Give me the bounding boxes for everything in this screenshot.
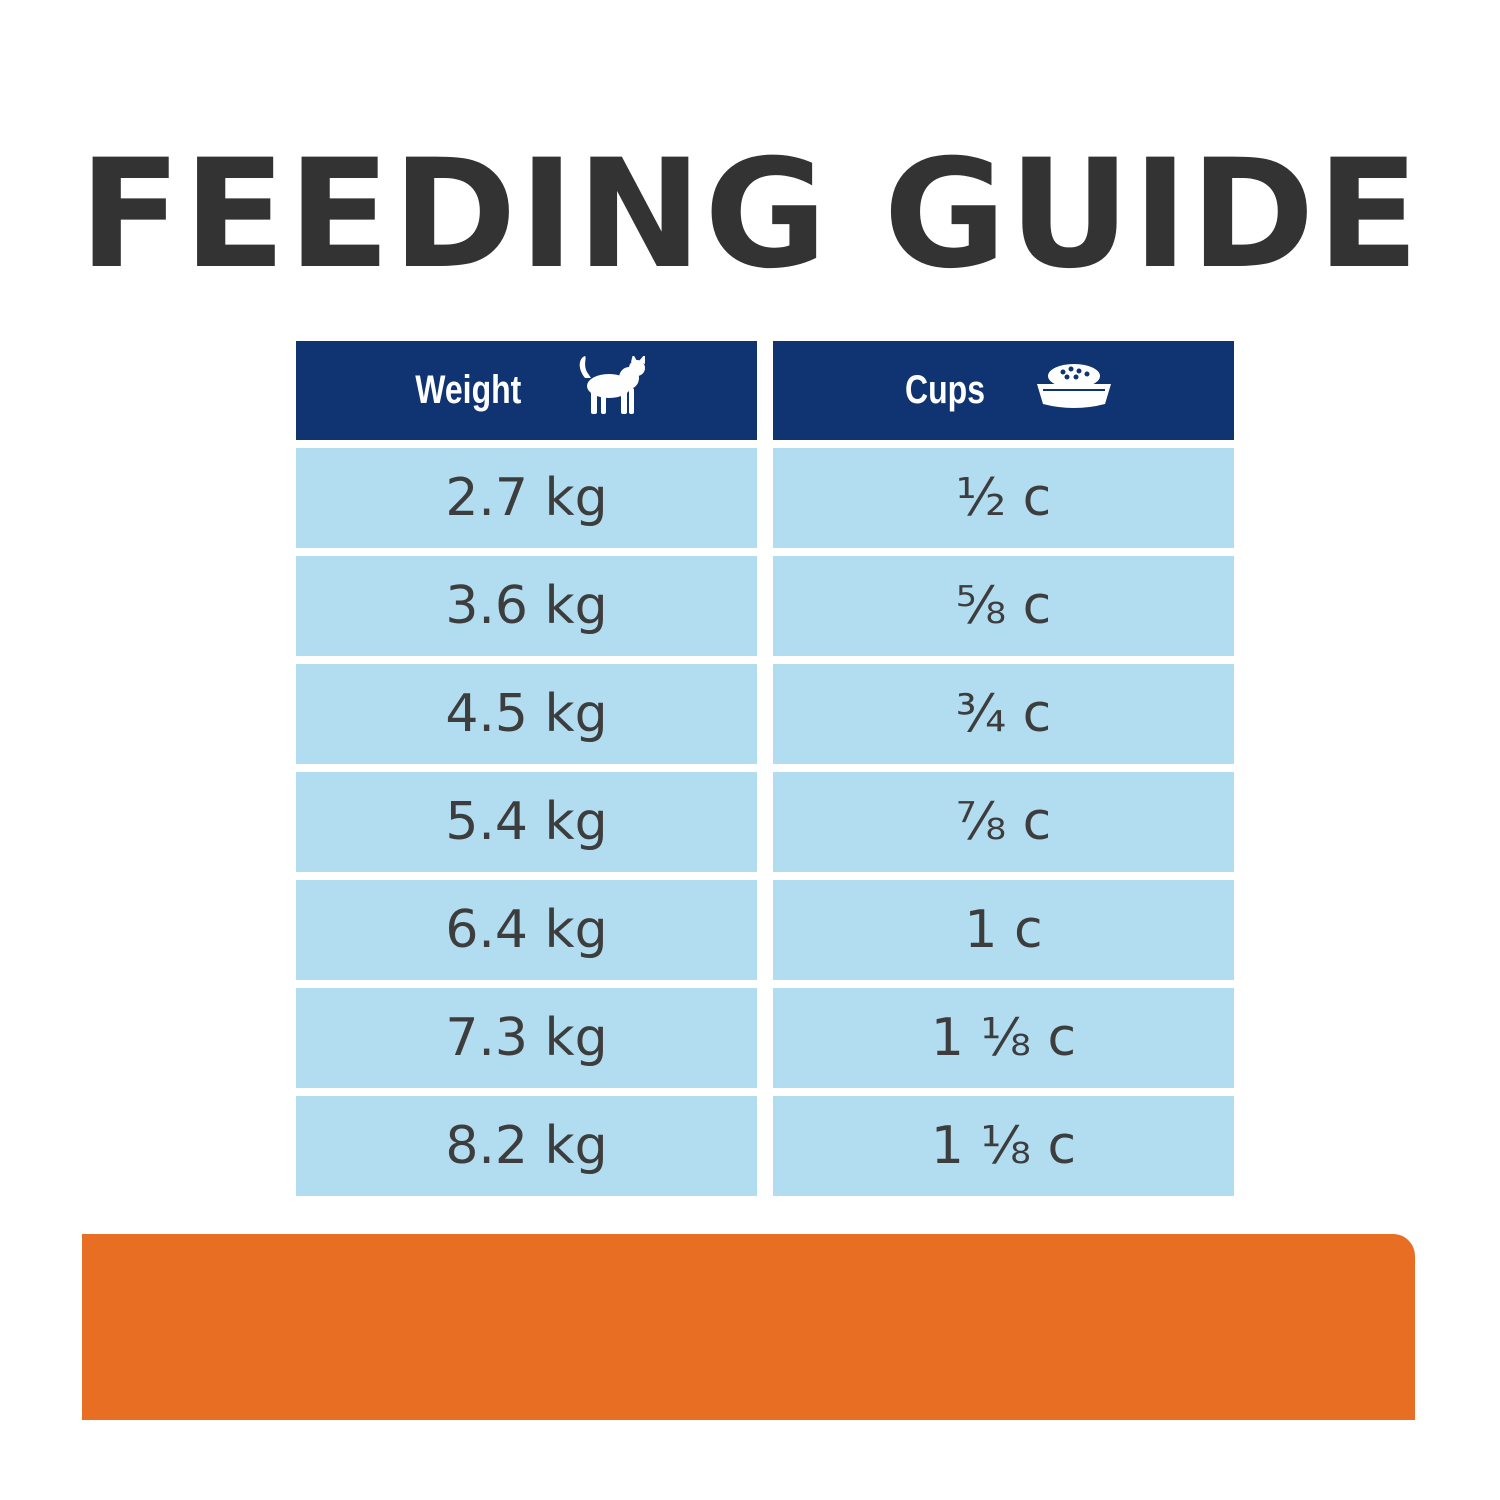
weight-header-label: Weight [415, 368, 522, 412]
table-row: 4.5 kg ¾ c [296, 664, 1234, 764]
table-row: 2.7 kg ½ c [296, 448, 1234, 548]
feeding-table: Weight [296, 341, 1234, 1196]
cups-cell: ⅞ c [773, 772, 1234, 872]
table-row: 7.3 kg 1 ⅛ c [296, 988, 1234, 1088]
weight-cell: 7.3 kg [296, 988, 757, 1088]
page-title: FEEDING GUIDE [78, 128, 1422, 302]
table-row: 6.4 kg 1 c [296, 880, 1234, 980]
cups-header-label: Cups [904, 368, 985, 412]
food-bowl-icon [1035, 362, 1113, 420]
weight-cell: 3.6 kg [296, 556, 757, 656]
accent-bar [82, 1234, 1415, 1420]
table-row: 3.6 kg ⅝ c [296, 556, 1234, 656]
weight-cell: 6.4 kg [296, 880, 757, 980]
cat-icon [575, 353, 651, 426]
table-row: 5.4 kg ⅞ c [296, 772, 1234, 872]
weight-cell: 4.5 kg [296, 664, 757, 764]
cups-cell: ½ c [773, 448, 1234, 548]
cups-cell: ⅝ c [773, 556, 1234, 656]
cups-cell: 1 c [773, 880, 1234, 980]
weight-cell: 5.4 kg [296, 772, 757, 872]
cups-column-header: Cups [773, 341, 1234, 440]
weight-cell: 2.7 kg [296, 448, 757, 548]
table-header: Weight [296, 341, 1234, 440]
cups-cell: 1 ⅛ c [773, 1096, 1234, 1196]
table-body: 2.7 kg ½ c 3.6 kg ⅝ c 4.5 kg ¾ c 5.4 kg … [296, 448, 1234, 1196]
table-row: 8.2 kg 1 ⅛ c [296, 1096, 1234, 1196]
cups-cell: 1 ⅛ c [773, 988, 1234, 1088]
weight-column-header: Weight [296, 341, 757, 440]
weight-cell: 8.2 kg [296, 1096, 757, 1196]
cups-cell: ¾ c [773, 664, 1234, 764]
